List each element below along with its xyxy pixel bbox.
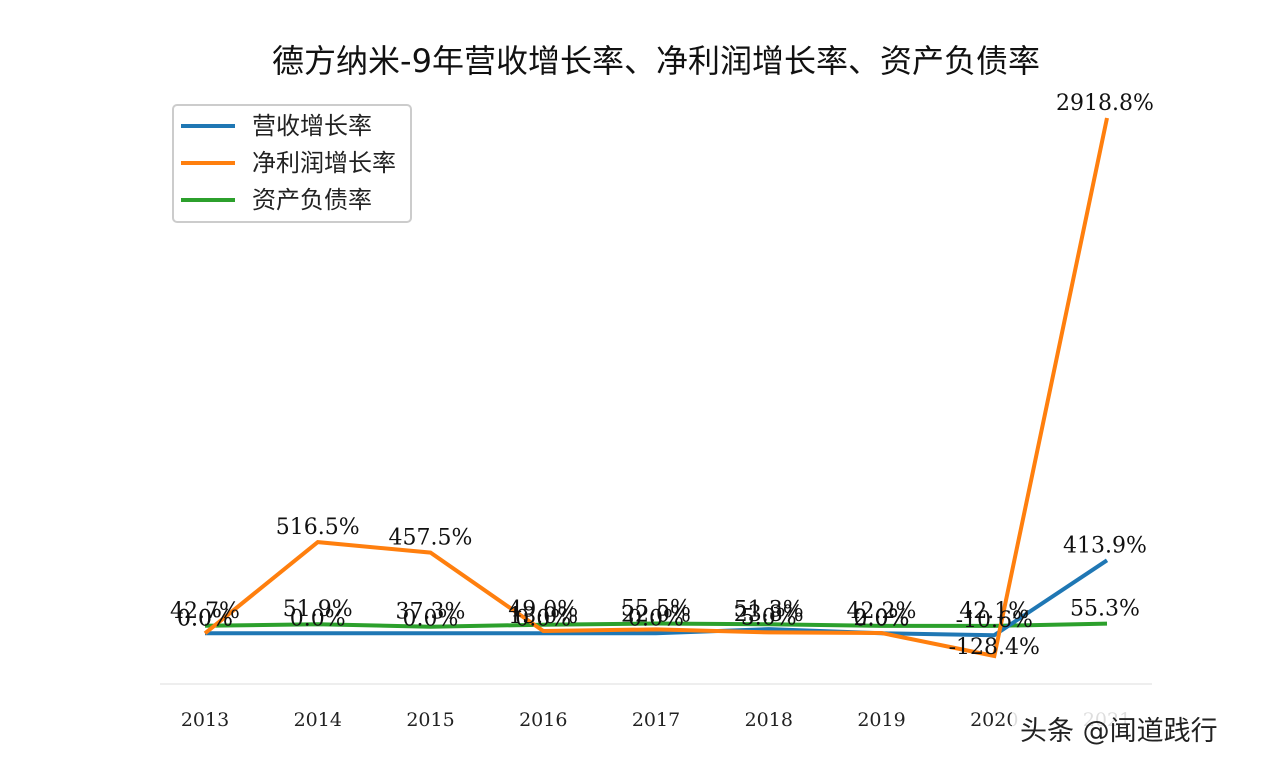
data-label-0-2: 0.0% [403, 606, 459, 631]
data-label-1-6: 2.0% [854, 606, 910, 631]
x-tick-labels: 201320142015201620172018201920202021 [181, 709, 1131, 731]
data-label-0-6: 0.0% [854, 606, 910, 631]
x-tick-2019: 2019 [857, 709, 905, 731]
data-label-2-5: 51.3% [734, 597, 804, 622]
data-label-1-5: 5.0% [741, 605, 797, 630]
data-label-2-7: 42.1% [959, 599, 1029, 624]
data-label-0-1: 0.0% [290, 606, 346, 631]
data-label-0-3: 0.0% [515, 606, 571, 631]
data-label-2-6: 42.2% [847, 599, 917, 624]
legend-box [172, 104, 412, 223]
data-label-2-4: 55.5% [621, 597, 691, 622]
watermark-text: 头条 @闻道践行 [1020, 716, 1218, 747]
data-labels: 0.0% 0.0% 0.0% 0.0% 0.0% 23.8% 0.0% -10.6% 413.9… [170, 91, 1154, 660]
x-tick-2020: 2020 [970, 709, 1018, 731]
data-label-2-3: 49.0% [508, 598, 578, 623]
x-tick-2016: 2016 [519, 709, 567, 731]
data-label-1-1: 516.5% [276, 515, 360, 540]
legend-label-2: 资产负债率 [252, 186, 372, 214]
data-label-0-5: 23.8% [734, 602, 804, 627]
data-label-2-2: 37.3% [396, 600, 466, 625]
data-label-0-4: 0.0% [628, 606, 684, 631]
x-tick-2014: 2014 [294, 709, 342, 731]
data-label-0-0: 0.0% [177, 606, 233, 631]
data-label-1-0: 0.0% [177, 606, 233, 631]
data-label-1-4: 22.0% [621, 602, 691, 627]
chart-title: 德方纳米-9年营收增长率、净利润增长率、资产负债率 [272, 42, 1040, 80]
x-tick-2017: 2017 [632, 709, 680, 731]
series-lines [203, 117, 1109, 659]
data-label-1-3: 13.0% [508, 604, 578, 629]
x-tick-2015: 2015 [406, 709, 454, 731]
legend-label-1: 净利润增长率 [252, 149, 396, 177]
x-tick-2013: 2013 [181, 709, 229, 731]
x-tick-2018: 2018 [745, 709, 793, 731]
data-label-0-8: 413.9% [1063, 533, 1147, 558]
data-label-0-7: -10.6% [956, 608, 1033, 633]
legend-label-0: 营收增长率 [252, 112, 372, 140]
data-label-2-1: 51.9% [283, 597, 353, 622]
data-label-1-8: 2918.8% [1056, 91, 1154, 116]
data-label-2-0: 42.7% [170, 599, 240, 624]
data-label-2-8: 55.3% [1070, 597, 1140, 622]
data-label-1-2: 457.5% [389, 526, 473, 551]
data-label-1-7: -128.4% [949, 635, 1040, 660]
watermark: 头条 @闻道践行 [1012, 702, 1274, 756]
